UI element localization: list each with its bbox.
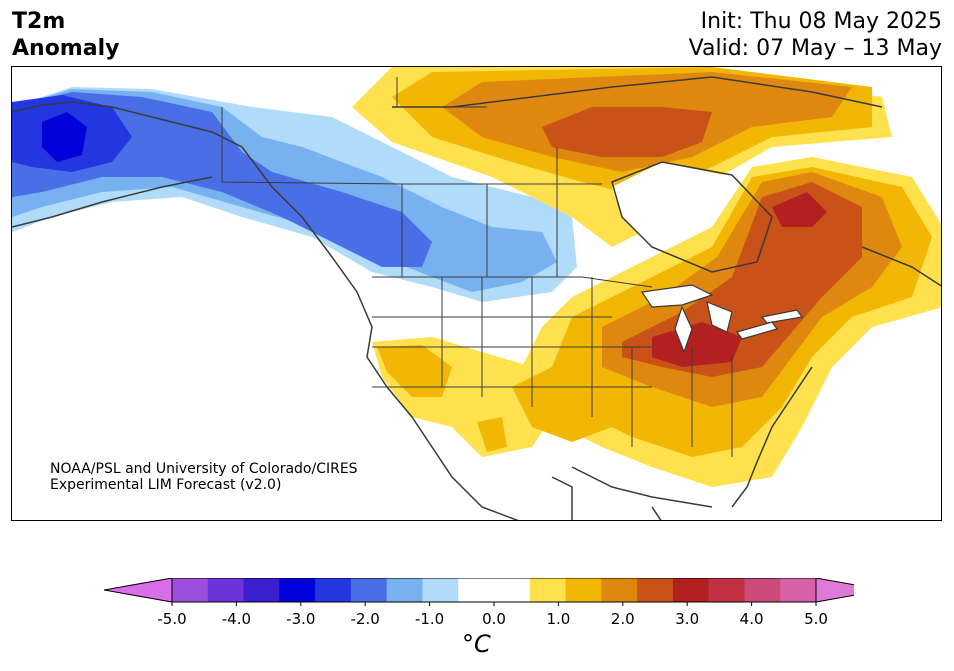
warm-anomaly-texas — [512, 367, 612, 442]
colorbar-swatch — [780, 578, 817, 602]
colorbar-swatch — [744, 578, 781, 602]
colorbar-swatch — [708, 578, 745, 602]
colorbar-swatch — [243, 578, 280, 602]
credit-line-2: Experimental LIM Forecast (v2.0) — [50, 477, 282, 493]
map-title: T2m Anomaly — [12, 8, 119, 62]
colorbar-swatch — [529, 578, 567, 602]
title-variable: T2m — [12, 9, 66, 34]
map-canvas — [12, 67, 941, 520]
valid-range: Valid: 07 May – 13 May — [688, 36, 942, 61]
colorbar-tick-label: -5.0 — [157, 610, 186, 628]
colorbar-tick-label: 2.0 — [611, 610, 635, 628]
colorbar-swatch — [422, 578, 459, 602]
colorbar-tick-label: 4.0 — [740, 610, 764, 628]
colorbar-swatch — [315, 578, 352, 602]
colorbar-tick-label: -2.0 — [351, 610, 380, 628]
colorbar-unit: °C — [462, 630, 491, 658]
colorbar-swatch — [207, 578, 245, 602]
warm-anomaly-quebec-peak — [772, 192, 827, 227]
warm-anomaly-mexico — [477, 417, 507, 452]
colorbar-swatch — [565, 578, 602, 602]
title-subvariable: Anomaly — [12, 36, 120, 61]
colorbar-swatch — [672, 578, 710, 602]
forecast-credit: NOAA/PSL and University of Colorado/CIRE… — [50, 461, 358, 493]
cold-anomaly-peak — [42, 112, 87, 162]
colorbar-swatch — [386, 578, 423, 602]
warm-anomaly-greatlakes-peak — [652, 322, 742, 367]
colorbar-extend-high — [815, 578, 854, 603]
colorbar-tick-label: -4.0 — [222, 610, 251, 628]
political-borders — [221, 77, 733, 457]
colorbar-tick-label: 3.0 — [675, 610, 699, 628]
anomaly-map: NOAA/PSL and University of Colorado/CIRE… — [11, 66, 942, 521]
colorbar-swatch — [172, 578, 209, 602]
credit-line-1: NOAA/PSL and University of Colorado/CIRE… — [50, 461, 358, 477]
colorbar-tick-label: 0.0 — [482, 610, 506, 628]
colorbar-tick-label: -3.0 — [286, 610, 315, 628]
colorbar-swatch — [350, 578, 388, 602]
colorbar-swatch — [279, 578, 316, 602]
warm-anomaly-arctic-strong — [542, 107, 712, 157]
colorbar-ticks: -5.0 -4.0 -3.0 -2.0 -1.0 0.0 1.0 2.0 3.0 4.0 5.0 — [157, 602, 828, 628]
colorbar-tick-label: 5.0 — [804, 610, 828, 628]
forecast-dates: Init: Thu 08 May 2025 Valid: 07 May – 13… — [689, 8, 942, 62]
great-lakes — [640, 284, 804, 354]
colorbar-swatch — [458, 578, 495, 602]
colorbar-swatch — [601, 578, 638, 602]
warm-anomaly-southwest-mid — [377, 345, 452, 397]
colorbar-swatch — [494, 578, 531, 602]
colorbar-extend-low — [104, 578, 173, 603]
colorbar-swatches — [104, 578, 854, 603]
colorbar-tick-label: 1.0 — [546, 610, 570, 628]
colorbar: -5.0 -4.0 -3.0 -2.0 -1.0 0.0 1.0 2.0 3.0 4.0 5.0 — [104, 578, 854, 628]
colorbar-swatch — [637, 578, 674, 602]
colorbar-tick-label: -1.0 — [415, 610, 444, 628]
init-date: Init: Thu 08 May 2025 — [700, 9, 942, 34]
